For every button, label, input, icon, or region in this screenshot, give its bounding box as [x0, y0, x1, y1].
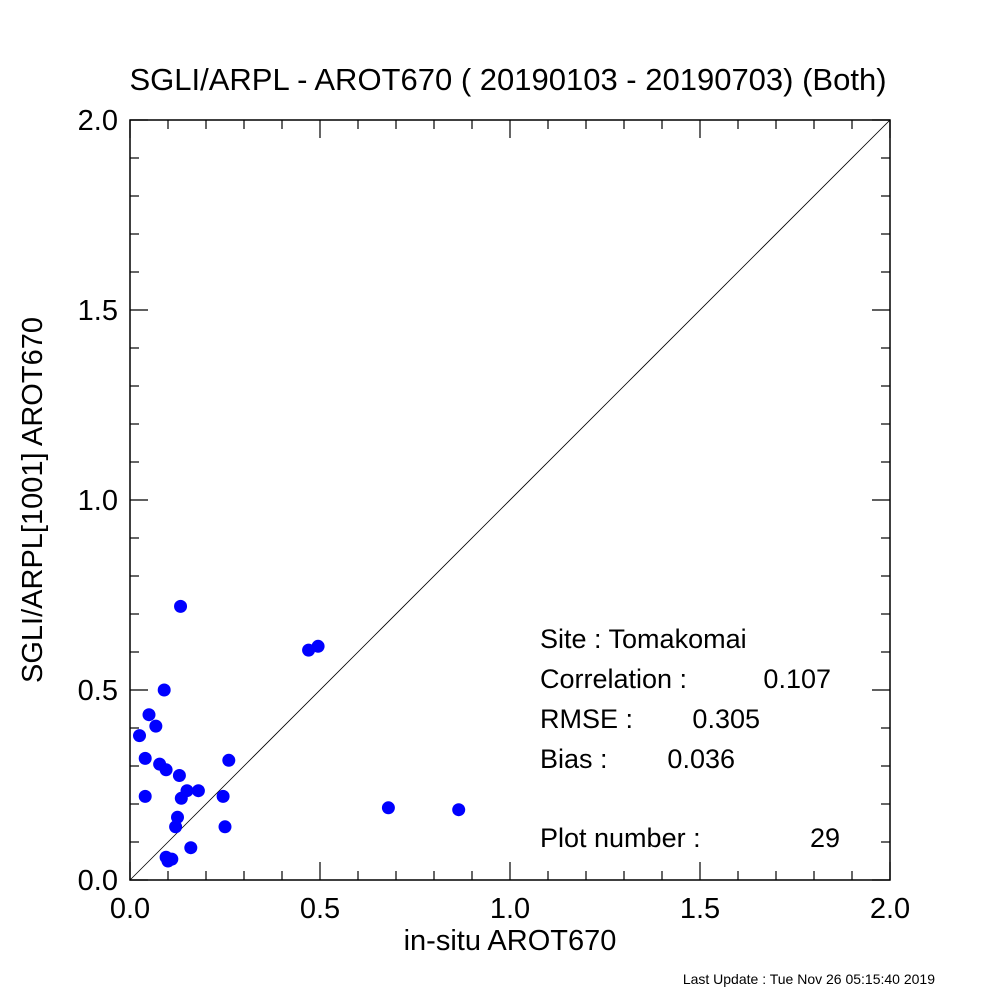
stats-bias-value: 0.036: [667, 744, 735, 774]
data-point: [159, 763, 173, 777]
chart-title: SGLI/ARPL - AROT670 ( 20190103 - 2019070…: [129, 62, 886, 97]
data-point: [174, 599, 188, 613]
stats-box: Site : Tomakomai Correlation : 0.107 RMS…: [540, 624, 840, 853]
y-axis-label: SGLI/ARPL[1001] AROT670: [17, 317, 49, 683]
data-point: [218, 820, 232, 834]
data-point: [142, 708, 156, 722]
y-tick-label: 2.0: [78, 105, 118, 137]
data-point: [452, 803, 466, 817]
y-tick-label: 1.5: [78, 295, 118, 327]
last-update-footer: Last Update : Tue Nov 26 05:15:40 2019: [683, 971, 935, 987]
data-point: [172, 769, 186, 782]
data-point: [157, 683, 171, 697]
stats-rmse-label: RMSE :: [540, 704, 633, 734]
data-point: [184, 841, 198, 855]
x-tick-label: 1.0: [490, 893, 530, 925]
x-tick-label: 1.5: [680, 893, 720, 925]
data-point: [133, 729, 146, 743]
one-to-one-line: [129, 119, 891, 881]
x-tick-label: 2.0: [870, 893, 910, 925]
data-point: [171, 810, 184, 824]
stats-correlation-value: 0.107: [763, 664, 831, 694]
stats-plot-number-label: Plot number :: [540, 823, 701, 853]
data-point: [191, 784, 205, 798]
data-point: [311, 639, 325, 653]
x-axis-label: in-situ AROT670: [404, 925, 617, 957]
data-point: [381, 801, 395, 815]
y-tick-labels: 0.0 0.5 1.0 1.5 2.0: [78, 105, 118, 897]
data-point: [222, 753, 236, 767]
stats-site: Site : Tomakomai: [540, 624, 747, 654]
data-point: [180, 784, 194, 798]
data-point: [149, 719, 163, 733]
data-point: [138, 751, 152, 765]
data-point: [138, 789, 152, 803]
y-tick-label: 0.0: [78, 865, 118, 897]
stats-bias-label: Bias :: [540, 744, 608, 774]
x-tick-label: 0.5: [300, 893, 340, 925]
stats-correlation-label: Correlation :: [540, 664, 687, 694]
y-tick-label: 1.0: [78, 485, 118, 517]
data-points: [133, 599, 466, 868]
data-point: [165, 852, 179, 866]
stats-plot-number-value: 29: [810, 823, 840, 853]
minor-ticks: [130, 120, 890, 880]
plot-frame: [129, 119, 891, 881]
plot-area: [129, 119, 891, 881]
data-point: [216, 789, 230, 803]
stats-rmse-value: 0.305: [692, 704, 760, 734]
y-tick-label: 0.5: [78, 675, 118, 707]
x-tick-labels: 0.0 0.5 1.0 1.5 2.0: [110, 893, 910, 925]
x-tick-label: 0.0: [110, 893, 150, 925]
